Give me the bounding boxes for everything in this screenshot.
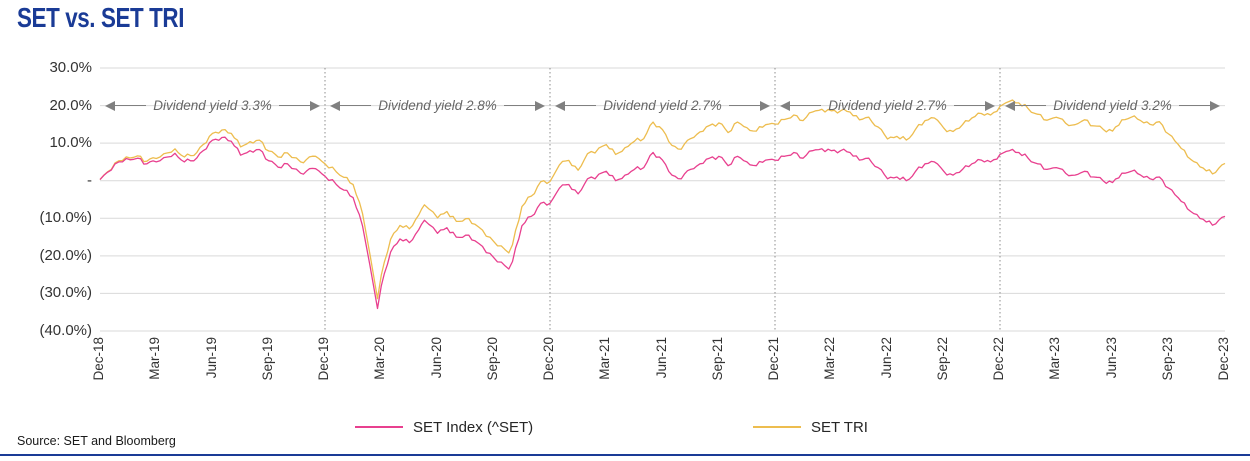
arrowhead-left-icon [330,100,340,111]
arrow-shaft [565,105,597,107]
y-tick-label: (20.0%) [39,246,92,264]
annotation-label: Dividend yield 2.7% [603,98,722,114]
x-tick-label: Dec-20 [541,337,556,381]
x-tick-label: Dec-23 [1216,337,1231,381]
arrowhead-right-icon [1210,100,1221,111]
dividend-yield-annotation: Dividend yield 2.7% [555,98,771,114]
x-tick-label: Sep-23 [1159,337,1175,381]
arrowhead-left-icon [1005,100,1015,111]
arrowhead-right-icon [310,100,321,111]
annotation-label: Dividend yield 3.2% [1053,98,1172,114]
arrowhead-right-icon [760,100,771,111]
arrowhead-right-icon [985,100,996,111]
x-tick-label: Mar-20 [372,337,388,380]
set-index-line [99,136,1226,310]
arrow-shaft [790,105,822,107]
x-tick-label: Sep-22 [934,337,950,381]
arrowhead-left-icon [780,100,790,111]
arrow-shaft [115,105,147,107]
x-tick-label: Jun-21 [653,337,669,379]
x-tick-label: Jun-20 [428,337,444,379]
y-tick-label: - [87,171,92,189]
legend-line-swatch [355,426,403,428]
dividend-yield-annotation: Dividend yield 3.2% [1005,98,1221,114]
arrow-shaft [278,105,311,107]
y-tick-label: 30.0% [49,59,92,76]
arrowhead-right-icon [535,100,546,111]
dividend-yield-annotation: Dividend yield 3.3% [105,98,321,114]
arrow-shaft [728,105,761,107]
x-tick-label: Dec-19 [316,337,331,381]
legend-item: SET TRI [753,418,868,436]
x-tick-label: Mar-23 [1047,337,1063,380]
arrowhead-left-icon [105,100,115,111]
x-tick-label: Sep-21 [709,337,725,381]
arrow-shaft [503,105,536,107]
x-tick-label: Jun-19 [203,337,219,379]
y-tick-label: (40.0%) [39,322,92,339]
source-note: Source: SET and Bloomberg [17,434,176,448]
page-title: SET vs. SET TRI [17,2,185,33]
legend-label: SET Index (^SET) [413,418,534,436]
x-tick-label: Mar-22 [822,337,838,380]
x-tick-label: Dec-21 [766,337,781,381]
arrow-shaft [953,105,986,107]
y-tick-label: 20.0% [49,96,92,114]
x-tick-label: Sep-20 [484,337,500,381]
y-tick-label: (30.0%) [39,284,92,302]
y-tick-label: (10.0%) [39,209,92,227]
dividend-yield-annotation: Dividend yield 2.7% [780,98,996,114]
x-tick-label: Sep-19 [259,337,275,381]
annotation-label: Dividend yield 2.8% [378,98,497,114]
y-tick-label: 10.0% [49,134,92,152]
x-tick-label: Jun-22 [878,337,894,379]
arrow-shaft [1015,105,1047,107]
legend-label: SET TRI [811,418,868,436]
x-tick-label: Mar-19 [147,337,163,380]
arrow-shaft [340,105,372,107]
x-tick-label: Dec-22 [991,337,1006,381]
arrow-shaft [1178,105,1211,107]
arrowhead-left-icon [555,100,565,111]
bottom-divider [0,454,1250,456]
x-tick-label: Dec-18 [91,337,106,381]
legend-item: SET Index (^SET) [355,418,533,436]
set-tri-line [99,99,1226,300]
x-tick-label: Mar-21 [597,337,613,380]
legend-line-swatch [753,426,801,428]
annotation-label: Dividend yield 2.7% [828,98,947,114]
x-tick-label: Jun-23 [1103,337,1119,379]
dividend-yield-annotation: Dividend yield 2.8% [330,98,546,114]
annotation-label: Dividend yield 3.3% [153,98,272,114]
